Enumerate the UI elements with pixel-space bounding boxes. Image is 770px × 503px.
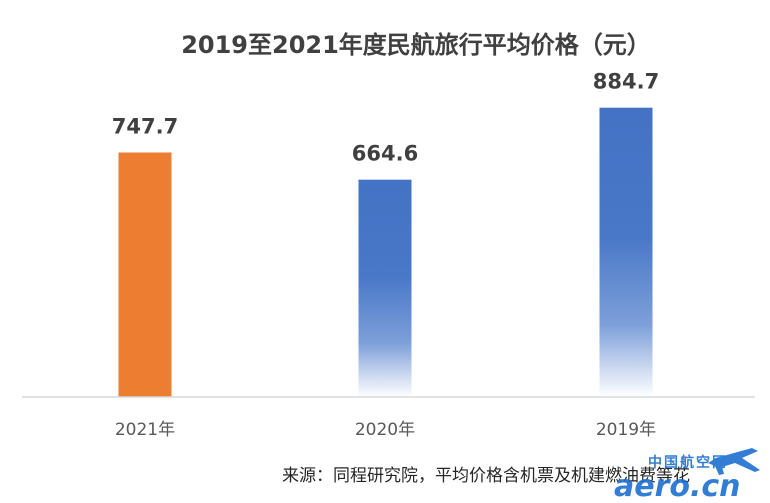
value-label-1: 664.6 [352,142,418,166]
bar-0 [118,152,172,397]
bar-2 [599,107,653,398]
watermark-top-text: 中国航空网 [648,454,728,471]
value-label-2: 884.7 [593,70,659,94]
source-note: 来源：同程研究院，平均价格含机票及机建燃油费等花 [282,466,690,486]
category-labels-group: 2021年 2020年 2019年 [115,420,656,440]
category-label-1: 2020年 [355,420,415,440]
bar-1 [358,179,412,397]
value-labels-group: 747.7 664.6 884.7 [112,70,659,166]
value-label-0: 747.7 [112,115,178,139]
chart-title: 2019至2021年度民航旅行平均价格（元） [181,31,651,59]
category-label-0: 2021年 [115,420,175,440]
watermark-logo: 中国航空网 aero.cn [614,448,760,503]
airplane-icon [708,448,760,475]
category-label-2: 2019年 [596,420,656,440]
bars-group [118,107,653,398]
